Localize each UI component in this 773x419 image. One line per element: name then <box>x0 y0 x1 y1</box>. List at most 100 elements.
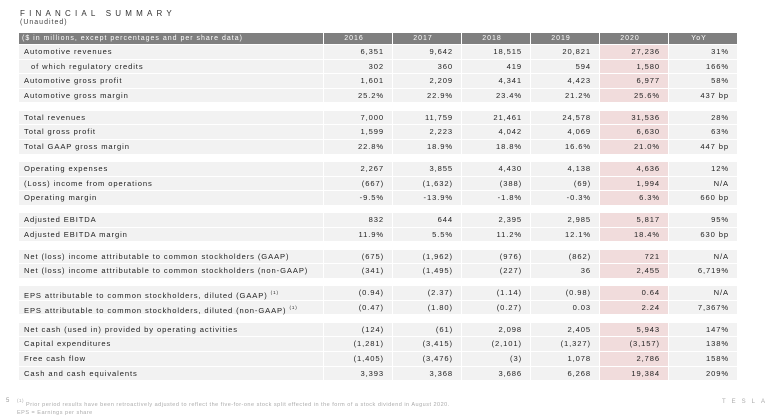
row-group: Operating expenses 2,267 3,855 4,430 4,138 4,… <box>19 160 737 205</box>
page-title: FINANCIAL SUMMARY <box>20 9 176 18</box>
row-label: Adjusted EBITDA <box>19 213 323 227</box>
cell-2018: 4,042 <box>461 125 530 139</box>
row-label-text: Net (loss) income attributable to common… <box>24 266 309 276</box>
row-label-text: Net cash (used in) provided by operating… <box>24 324 238 334</box>
cell-2018: 2,098 <box>461 322 530 337</box>
row-label: EPS attributable to common stockholders,… <box>19 301 323 315</box>
cell-2019: 21.2% <box>530 88 599 103</box>
cell-2018: 4,430 <box>461 161 530 176</box>
cell-2018: (388) <box>461 176 530 191</box>
row-group: Net cash (used in) provided by operating… <box>19 321 737 381</box>
cell-2017: (1,962) <box>392 249 461 264</box>
row-label: Net (loss) income attributable to common… <box>19 264 323 278</box>
cell-2019: 16.6% <box>530 139 599 154</box>
cell-2020: 1,994 <box>599 176 668 191</box>
cell-2016: (1,405) <box>323 352 392 366</box>
row-group: Net (loss) income attributable to common… <box>19 248 737 278</box>
table-row: Capital expenditures (1,281) (3,415) (2,101… <box>19 336 737 352</box>
cell-2019: -0.3% <box>530 191 599 205</box>
cell-2019: 4,138 <box>530 161 599 176</box>
row-group: Adjusted EBITDA 832 644 2,395 2,985 5,817 95% A… <box>19 212 737 242</box>
header-col-2016: 2016 <box>323 33 392 44</box>
financial-summary-table: ($ in millions, except percentages and p… <box>19 33 737 381</box>
cell-yoy: 138% <box>668 337 737 352</box>
cell-2018: (976) <box>461 249 530 264</box>
cell-2017: -13.9% <box>392 191 461 205</box>
footnote-ref: (1) <box>270 290 279 296</box>
row-group: Total revenues 7,000 11,759 21,461 24,578 31,… <box>19 109 737 154</box>
cell-2020: 4,636 <box>599 161 668 176</box>
cell-2020: 2,455 <box>599 264 668 278</box>
table-row: EPS attributable to common stockholders,… <box>19 285 737 300</box>
cell-2020: 0.64 <box>599 286 668 300</box>
cell-yoy: 166% <box>668 59 737 74</box>
table-row: Automotive gross profit 1,601 2,209 4,341 4,… <box>19 73 737 88</box>
cell-2016: (667) <box>323 176 392 191</box>
cell-2017: (61) <box>392 322 461 337</box>
row-label-text: Automotive revenues <box>24 47 113 56</box>
row-label: Automotive gross profit <box>19 74 323 88</box>
row-label: Capital expenditures <box>19 337 323 351</box>
cell-2020: 5,817 <box>599 213 668 227</box>
cell-2019: (862) <box>530 249 599 264</box>
cell-2020: 721 <box>599 249 668 264</box>
row-label-text: Operating expenses <box>24 163 109 173</box>
cell-2019: 36 <box>530 264 599 278</box>
footnote-text: Prior period results have been retroacti… <box>26 402 450 408</box>
row-label: Total gross profit <box>19 125 323 139</box>
cell-2018: 11.2% <box>461 227 530 242</box>
row-label-text: (Loss) income from operations <box>24 178 153 188</box>
cell-2020: 21.0% <box>599 139 668 154</box>
row-label-text: Cash and cash equivalents <box>24 368 138 378</box>
cell-2016: (1,281) <box>323 337 392 352</box>
cell-yoy: N/A <box>668 249 737 264</box>
cell-2020: 1,580 <box>599 59 668 74</box>
cell-yoy: N/A <box>668 286 737 300</box>
cell-2017: 360 <box>392 59 461 74</box>
cell-2018: 21,461 <box>461 110 530 125</box>
header-col-2018: 2018 <box>461 33 530 44</box>
row-label-text: Total revenues <box>24 112 86 122</box>
cell-yoy: 31% <box>668 45 737 59</box>
row-label-text: Free cash flow <box>24 354 86 364</box>
table-row: Operating margin -9.5% -13.9% -1.8% -0.3% 6.3… <box>19 190 737 205</box>
cell-2019: 4,423 <box>530 74 599 88</box>
cell-2016: 1,599 <box>323 125 392 139</box>
cell-2017: (1,632) <box>392 176 461 191</box>
cell-yoy: 58% <box>668 74 737 88</box>
cell-2016: 3,393 <box>323 366 392 381</box>
cell-2018: 18,515 <box>461 45 530 59</box>
footnote: (1) Prior period results have been retro… <box>17 397 450 417</box>
row-label-text: Adjusted EBITDA <box>24 215 97 225</box>
cell-yoy: 12% <box>668 161 737 176</box>
row-label-text: EPS attributable to common stockholders,… <box>24 305 287 315</box>
cell-2020: (3,157) <box>599 337 668 352</box>
footnote-ref: (1) <box>289 304 298 310</box>
row-label: Operating expenses <box>19 162 323 176</box>
cell-2018: 18.8% <box>461 139 530 154</box>
cell-2020: 25.6% <box>599 88 668 103</box>
header-col-2019: 2019 <box>530 33 599 44</box>
cell-2018: (3) <box>461 352 530 366</box>
row-group: Automotive revenues 6,351 9,642 18,515 20,82… <box>19 44 737 103</box>
cell-2017: 3,368 <box>392 366 461 381</box>
cell-2020: 6.3% <box>599 191 668 205</box>
cell-2017: 22.9% <box>392 88 461 103</box>
row-label: Automotive revenues <box>19 45 323 59</box>
row-label-text: Adjusted EBITDA margin <box>24 229 128 239</box>
cell-2017: 18.9% <box>392 139 461 154</box>
row-label-text: Operating margin <box>24 193 98 203</box>
footnote-marker: (1) <box>17 398 24 403</box>
cell-2019: 4,069 <box>530 125 599 139</box>
table-row: Net (loss) income attributable to common… <box>19 248 737 264</box>
cell-yoy: 7,367% <box>668 300 737 315</box>
cell-2019: 6,268 <box>530 366 599 381</box>
cell-2016: (341) <box>323 264 392 278</box>
cell-2016: 7,000 <box>323 110 392 125</box>
row-label-text: of which regulatory credits <box>31 61 144 71</box>
cell-2016: (124) <box>323 322 392 337</box>
cell-2018: -1.8% <box>461 191 530 205</box>
header-col-yoy: YoY <box>668 33 737 44</box>
cell-2016: -9.5% <box>323 191 392 205</box>
cell-2017: (1.80) <box>392 300 461 315</box>
